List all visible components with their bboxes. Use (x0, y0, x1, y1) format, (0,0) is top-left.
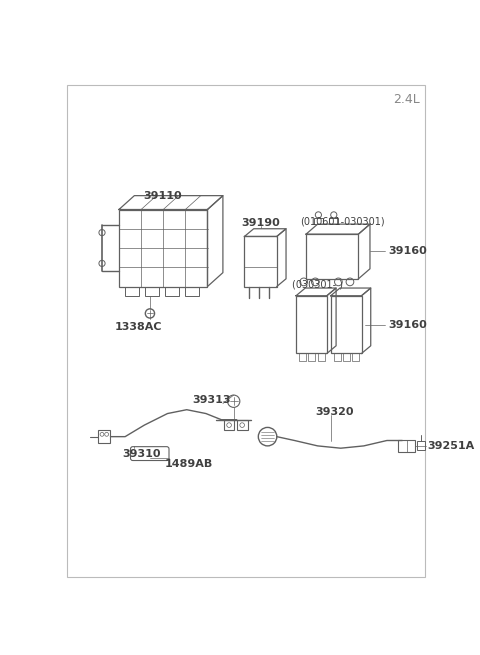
Bar (296, 296, 327, 354)
Bar (98, 430, 110, 443)
Text: (010601-030301): (010601-030301) (300, 216, 384, 226)
Text: 39320: 39320 (315, 407, 354, 417)
Bar (165, 286, 179, 296)
Bar (314, 218, 323, 224)
Text: 39160: 39160 (388, 320, 427, 329)
Text: 2.4L: 2.4L (393, 93, 420, 106)
Bar (318, 354, 324, 361)
Bar (398, 440, 415, 452)
Text: 39190: 39190 (241, 217, 280, 227)
Text: (030301- ): (030301- ) (292, 279, 343, 290)
Bar (334, 354, 341, 361)
Bar (185, 286, 199, 296)
Bar (308, 354, 315, 361)
Text: 39313: 39313 (192, 395, 230, 405)
Text: 39310: 39310 (123, 449, 161, 458)
Text: 39251A: 39251A (428, 441, 475, 451)
Bar (329, 218, 338, 224)
Bar (343, 354, 350, 361)
Text: 1489AB: 1489AB (165, 458, 214, 468)
Bar (299, 354, 306, 361)
Bar (145, 286, 159, 296)
Bar (331, 296, 361, 354)
Bar (119, 210, 207, 286)
Bar (417, 441, 425, 450)
Bar (125, 286, 139, 296)
Bar (244, 236, 277, 286)
Text: 39110: 39110 (144, 191, 182, 200)
Bar (224, 420, 234, 430)
Bar (352, 354, 359, 361)
Text: 39160: 39160 (388, 246, 427, 257)
Text: 1338AC: 1338AC (114, 322, 162, 331)
Bar (237, 420, 248, 430)
Bar (306, 234, 359, 279)
